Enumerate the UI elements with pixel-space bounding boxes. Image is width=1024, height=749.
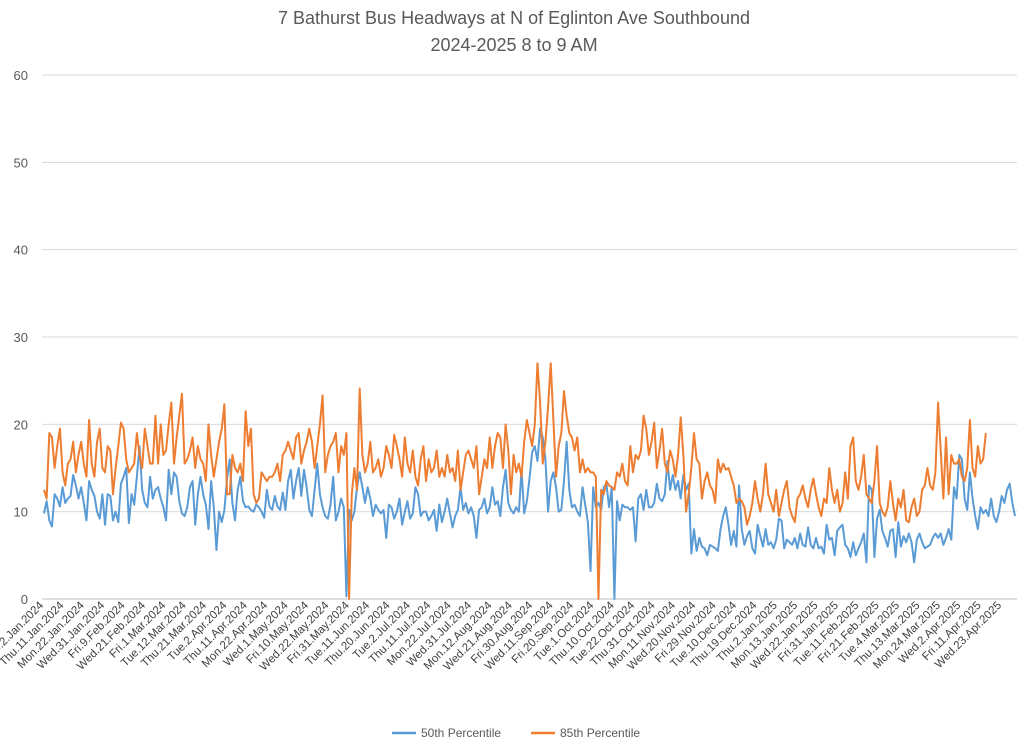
series-line-85th <box>43 362 987 600</box>
y-tick-label: 60 <box>14 68 28 83</box>
y-axis-tick-labels: 0 10 20 30 40 50 60 <box>14 68 28 607</box>
series-line-50th <box>43 427 1016 600</box>
chart-title-line-2: 2024-2025 8 to 9 AM <box>430 35 597 55</box>
legend-label: 50th Percentile <box>421 726 501 740</box>
x-axis-tick-labels: Tue.2.Jan.2024Thu.11.Jan.2024Mon.22.Jan.… <box>0 599 1004 673</box>
chart-series <box>43 362 1016 600</box>
y-tick-label: 0 <box>21 592 28 607</box>
chart-title: 7 Bathurst Bus Headways at N of Eglinton… <box>278 8 750 55</box>
gridlines <box>42 74 1017 600</box>
chart-legend: 50th Percentile 85th Percentile <box>392 726 640 740</box>
y-tick-label: 40 <box>14 243 28 258</box>
y-tick-label: 20 <box>14 417 28 432</box>
y-tick-label: 30 <box>14 330 28 345</box>
legend-label: 85th Percentile <box>560 726 640 740</box>
y-tick-label: 10 <box>14 505 28 520</box>
y-tick-label: 50 <box>14 155 28 170</box>
chart-title-line-1: 7 Bathurst Bus Headways at N of Eglinton… <box>278 8 750 28</box>
